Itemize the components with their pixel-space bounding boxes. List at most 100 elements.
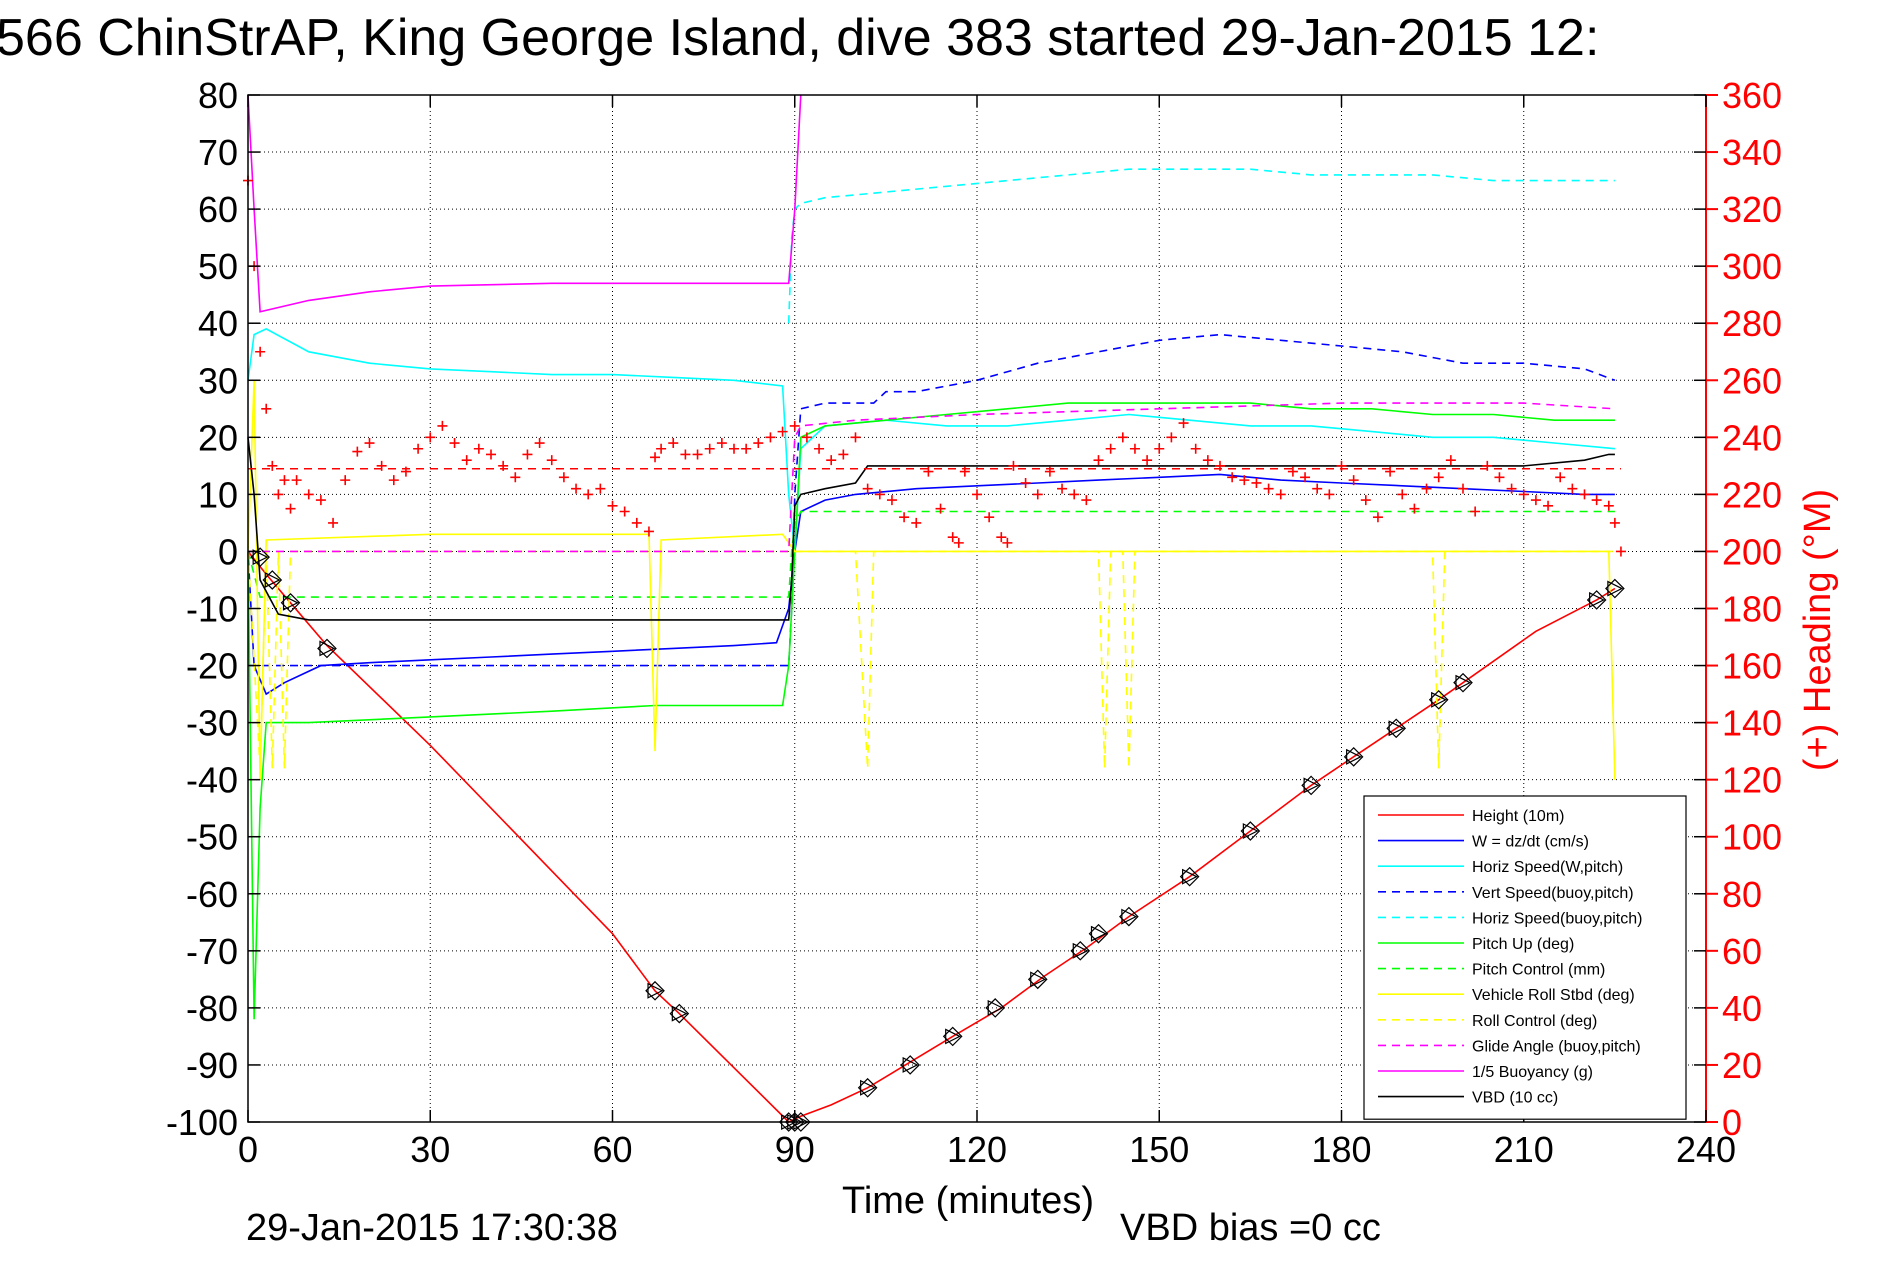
series-line-0 — [247, 550, 1616, 1123]
legend-label: Pitch Control (mm) — [1472, 962, 1605, 979]
heading-marker — [1543, 500, 1554, 511]
y-tick-label: 40 — [198, 303, 238, 344]
y-tick-label: 10 — [198, 474, 238, 515]
dive-point-triangle — [1589, 591, 1605, 608]
heading-marker — [1300, 472, 1311, 483]
heading-marker — [1385, 466, 1396, 477]
heading-marker — [631, 517, 642, 528]
dive-point-triangle — [252, 549, 269, 566]
dive-point-triangle — [1121, 908, 1138, 925]
legend-label: W = dz/dt (cm/s) — [1472, 834, 1589, 851]
dive-point-diamond — [1070, 940, 1091, 961]
heading-marker — [291, 475, 302, 486]
heading-marker — [765, 432, 776, 443]
heading-marker — [1458, 483, 1468, 494]
heading-marker — [1215, 460, 1225, 471]
heading-marker — [449, 438, 460, 449]
dive-point-triangle — [1242, 823, 1259, 839]
series-line-4 — [787, 168, 1615, 324]
dive-point-diamond — [1027, 969, 1048, 990]
heading-marker — [1287, 466, 1298, 477]
dive-point-triangle — [282, 594, 299, 611]
y2-tick-label: 40 — [1722, 988, 1762, 1029]
dive-point-diamond — [262, 570, 283, 590]
x-tick-label: 90 — [775, 1129, 815, 1170]
dive-point-triangle — [860, 1079, 876, 1096]
heading-marker — [935, 503, 946, 514]
y-tick-label: 30 — [198, 360, 238, 401]
heading-marker — [692, 449, 703, 460]
y-tick-label: -80 — [186, 988, 238, 1029]
legend-label: Roll Control (deg) — [1472, 1013, 1597, 1030]
x-tick-label: 120 — [947, 1129, 1007, 1170]
y-tick-label: -50 — [186, 817, 238, 858]
heading-marker — [558, 472, 569, 483]
x-tick-label: 210 — [1494, 1129, 1554, 1170]
y2-tick-label: 80 — [1722, 874, 1762, 915]
y-tick-label: -40 — [186, 760, 238, 801]
heading-marker — [461, 455, 472, 466]
dive-point-triangle — [1455, 674, 1472, 691]
heading-marker — [1324, 489, 1335, 500]
dive-point-triangle — [902, 1056, 919, 1073]
y2-tick-label: 180 — [1722, 589, 1782, 630]
y2-tick-label: 20 — [1722, 1045, 1762, 1086]
heading-marker — [972, 489, 982, 500]
heading-marker — [1609, 517, 1620, 528]
heading-marker — [267, 460, 278, 471]
heading-marker — [303, 489, 314, 500]
dive-point-triangle — [1607, 580, 1624, 597]
heading-marker — [1482, 460, 1493, 471]
dive-point-diamond — [985, 998, 1006, 1018]
heading-marker — [953, 537, 964, 548]
heading-marker — [850, 432, 861, 443]
heading-marker — [437, 420, 448, 431]
heading-marker — [1336, 460, 1347, 471]
heading-marker — [413, 443, 424, 454]
dive-point-diamond — [1586, 590, 1607, 610]
heading-marker — [400, 466, 411, 477]
x-tick-label: 150 — [1129, 1129, 1189, 1170]
heading-marker — [1530, 495, 1541, 506]
y-tick-label: -20 — [186, 646, 238, 687]
heading-marker — [1567, 483, 1578, 494]
heading-marker — [388, 475, 399, 486]
heading-marker — [643, 526, 654, 537]
heading-marker — [656, 443, 667, 454]
dive-point-triangle — [987, 999, 1004, 1016]
y-tick-label: -10 — [186, 589, 238, 630]
y-tick-label: -90 — [186, 1045, 238, 1086]
legend-label: Glide Angle (buoy,pitch) — [1472, 1038, 1641, 1055]
heading-marker — [899, 512, 910, 523]
dive-point-triangle — [1072, 942, 1089, 959]
legend-box — [1363, 795, 1687, 1120]
dive-point-diamond — [280, 592, 301, 613]
series-line-9 — [248, 402, 1615, 553]
heading-marker — [425, 432, 436, 443]
dive-point-triangle — [1090, 925, 1107, 942]
y2-tick-label: 340 — [1722, 132, 1782, 173]
heading-marker — [534, 438, 545, 449]
dive-point-triangle — [264, 572, 281, 588]
heading-marker — [473, 443, 484, 454]
heading-marker — [753, 438, 764, 449]
heading-marker — [1555, 472, 1566, 483]
heading-marker — [1251, 477, 1262, 488]
heading-marker — [279, 475, 290, 486]
y2-tick-label: 240 — [1722, 417, 1782, 458]
dive-point-diamond — [1301, 775, 1321, 796]
dive-point-triangle — [1030, 971, 1047, 988]
heading-marker — [862, 483, 873, 494]
heading-marker — [729, 443, 739, 454]
series-line-2 — [247, 328, 1615, 552]
dive-point-diamond — [317, 638, 337, 659]
footer-timestamp: 29-Jan-2015 17:30:38 — [246, 1207, 618, 1249]
y2-tick-label: 0 — [1722, 1102, 1742, 1143]
y2-tick-label: 120 — [1722, 760, 1782, 801]
y-tick-label: 80 — [198, 75, 238, 116]
y-tick-labels: 80 70 60 50 40 30 20 10 0 -10 -20 -30 -40 -50 -60 -70 -8… — [166, 75, 238, 1143]
heading-marker — [340, 475, 351, 486]
heading-marker — [352, 446, 363, 457]
y-tick-label: -30 — [186, 703, 238, 744]
series-line-11 — [247, 437, 1615, 621]
